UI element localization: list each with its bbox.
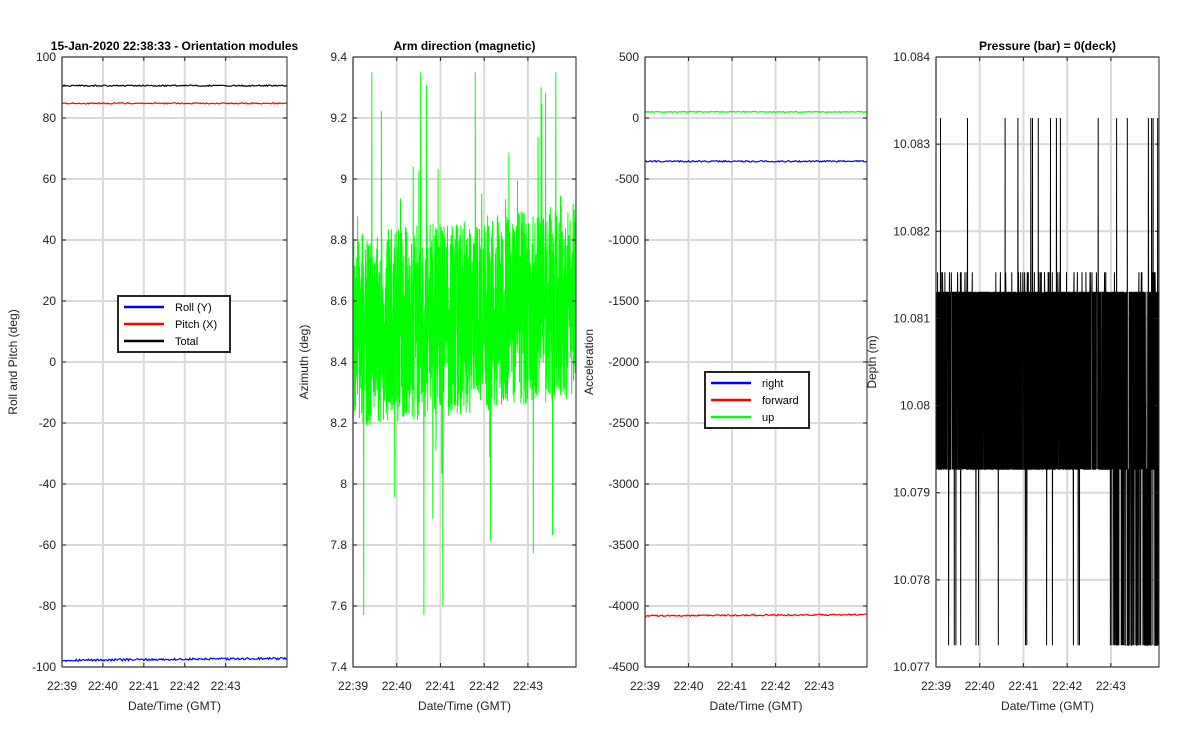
y-tick-label: 8.2 <box>330 416 347 430</box>
y-tick-label: 9.4 <box>330 50 347 64</box>
y-tick-label: 10.083 <box>893 137 930 151</box>
y-tick-label: 8.4 <box>330 355 347 369</box>
panel-depth: 10.084 10.083 10.082 10.081 10.08 10.079 10.07… <box>865 39 1160 713</box>
x-tick-label: 22:41 <box>425 679 455 693</box>
y-tick-label: -3500 <box>608 538 639 552</box>
x-tick-label: 22:42 <box>170 679 200 693</box>
y-tick-label: 7.4 <box>330 660 347 674</box>
x-tick-label: 22:39 <box>630 679 660 693</box>
chart-title: Arm direction (magnetic) <box>393 39 535 53</box>
y-tick-label: 100 <box>36 50 56 64</box>
y-tick-label: -500 <box>615 172 639 186</box>
x-tick-label: 22:43 <box>513 679 543 693</box>
x-tick-label: 22:43 <box>804 679 834 693</box>
x-tick-label: 22:41 <box>129 679 159 693</box>
y-tick-label: 10.078 <box>893 573 930 587</box>
legend-entry-label: Pitch (X) <box>175 319 217 331</box>
x-tick-label: 22:40 <box>88 679 118 693</box>
x-tick-label: 22:43 <box>211 679 241 693</box>
series-line-up <box>645 110 867 114</box>
legend-entry-label: Roll (Y) <box>175 302 212 314</box>
y-axis-label: Depth (m) <box>865 335 879 388</box>
legend-entry-label: up <box>762 412 774 424</box>
y-tick-label: -3000 <box>608 477 639 491</box>
x-tick-label: 22:42 <box>1052 679 1082 693</box>
y-tick-label: 60 <box>43 172 57 186</box>
y-axis-label: Acceleration <box>582 329 596 395</box>
x-tick-label: 22:39 <box>338 679 368 693</box>
chart-title: Pressure (bar) = 0(deck) <box>979 39 1116 53</box>
y-tick-label: -2500 <box>608 416 639 430</box>
y-axis-label: Roll and Pitch (deg) <box>6 309 20 414</box>
y-tick-label: 9.2 <box>330 111 347 125</box>
y-tick-label: 10.079 <box>893 486 930 500</box>
x-tick-label: 22:40 <box>382 679 412 693</box>
y-tick-label: 10.082 <box>893 224 930 238</box>
y-tick-label: 10.077 <box>893 660 930 674</box>
y-tick-label: -2000 <box>608 355 639 369</box>
chart-title: 15-Jan-2020 22:38:33 - Orientation modul… <box>51 39 299 53</box>
y-tick-label: -20 <box>39 416 57 430</box>
y-tick-label: 40 <box>43 233 57 247</box>
y-tick-label: -1500 <box>608 294 639 308</box>
y-tick-label: -80 <box>39 599 57 613</box>
y-tick-label: -40 <box>39 477 57 491</box>
x-tick-label: 22:40 <box>674 679 704 693</box>
y-tick-label: 8.6 <box>330 294 347 308</box>
series-group <box>936 117 1159 646</box>
panel-orientation: 100 80 60 40 20 0 -20 -40 -60 -80 -100 22:39 22:40 22… <box>6 39 299 713</box>
panel-azimuth: 9.4 9.2 9 8.8 8.6 8.4 8.2 8 7.8 7.6 7.4 22:39 22:40 2… <box>297 39 577 713</box>
x-axis-label: Date/Time (GMT) <box>128 699 221 713</box>
y-tick-label: 10.084 <box>893 50 930 64</box>
legend: right forward up <box>704 371 810 429</box>
legend: Roll (Y) Pitch (X) Total <box>117 295 231 353</box>
y-tick-label: -100 <box>32 660 56 674</box>
series-group <box>353 72 576 616</box>
legend-entry-label: Total <box>175 336 198 348</box>
series-line-total <box>62 84 287 88</box>
y-tick-label: 8.8 <box>330 233 347 247</box>
x-tick-label: 22:42 <box>469 679 499 693</box>
panel-acceleration: 500 0 -500 -1000 -1500 -2000 -2500 -3000 -3500 -4… <box>582 50 868 713</box>
axes-box <box>935 56 1160 668</box>
x-tick-label: 22:40 <box>965 679 995 693</box>
x-tick-label: 22:39 <box>47 679 77 693</box>
series-group <box>645 110 867 618</box>
series-line-forward <box>645 613 867 618</box>
x-tick-label: 22:42 <box>761 679 791 693</box>
y-tick-label: 8 <box>340 477 347 491</box>
y-tick-label: 10.08 <box>900 399 930 413</box>
x-axis-label: Date/Time (GMT) <box>1001 699 1094 713</box>
x-tick-label: 22:43 <box>1096 679 1126 693</box>
series-line-right <box>645 159 867 163</box>
y-tick-label: 7.8 <box>330 538 347 552</box>
x-tick-label: 22:41 <box>1008 679 1038 693</box>
y-tick-label: 10.081 <box>893 311 930 325</box>
y-tick-label: 9 <box>340 172 347 186</box>
y-axis-label: Azimuth (deg) <box>297 325 311 400</box>
series-line-pitch-x- <box>62 102 287 105</box>
series-group <box>62 84 287 663</box>
legend-entry-label: right <box>762 378 783 390</box>
legend-entry-label: forward <box>762 395 799 407</box>
series-line-azimuth <box>353 72 576 616</box>
series-line-roll-y- <box>62 656 287 663</box>
y-tick-label: -60 <box>39 538 57 552</box>
y-tick-label: -4500 <box>608 660 639 674</box>
x-axis-label: Date/Time (GMT) <box>710 699 803 713</box>
x-axis-label: Date/Time (GMT) <box>418 699 511 713</box>
y-tick-label: -4000 <box>608 599 639 613</box>
y-tick-label: 20 <box>43 294 57 308</box>
y-tick-label: -1000 <box>608 233 639 247</box>
x-tick-label: 22:39 <box>921 679 951 693</box>
series-line-depth <box>936 117 1159 646</box>
y-tick-label: 0 <box>632 111 639 125</box>
y-tick-label: 80 <box>43 111 57 125</box>
y-tick-label: 500 <box>619 50 639 64</box>
y-tick-label: 0 <box>49 355 56 369</box>
y-tick-label: 7.6 <box>330 599 347 613</box>
x-tick-label: 22:41 <box>717 679 747 693</box>
